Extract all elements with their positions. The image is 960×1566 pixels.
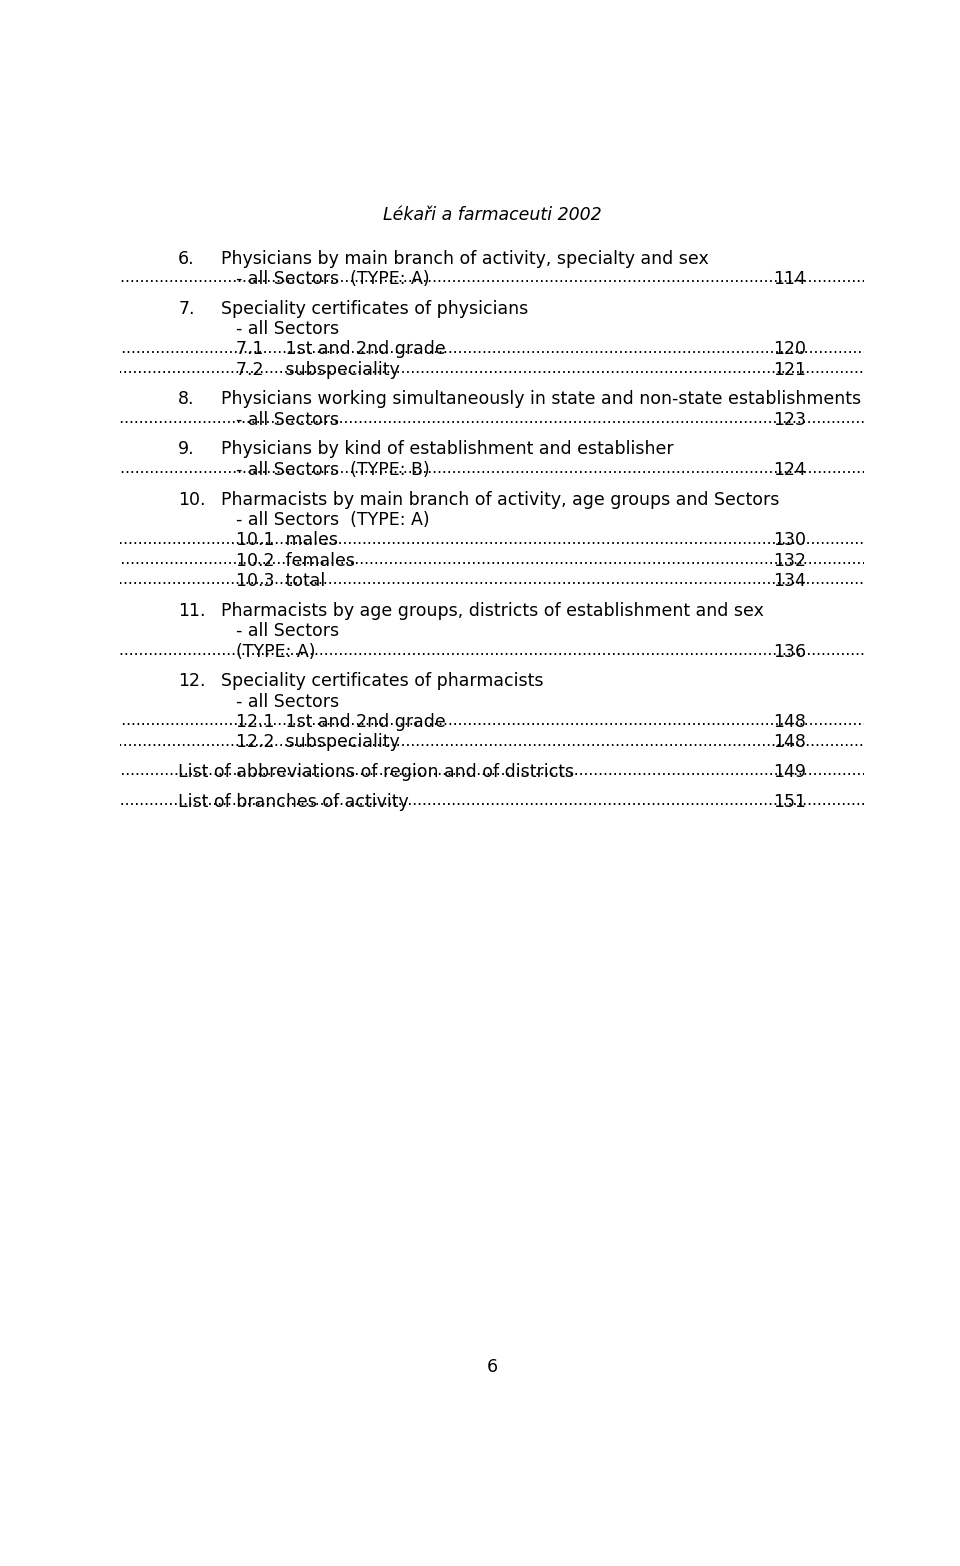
Text: 11.: 11.: [179, 601, 205, 620]
Text: (TYPE: A): (TYPE: A): [236, 642, 316, 661]
Text: Physicians working simultaneously in state and non-state establishments: Physicians working simultaneously in sta…: [221, 390, 861, 409]
Text: List of branches of activity: List of branches of activity: [179, 792, 409, 811]
Text: 114: 114: [773, 269, 805, 288]
Text: ................................................................................: ........................................…: [0, 269, 960, 285]
Text: 12.2  subspeciality: 12.2 subspeciality: [236, 733, 400, 752]
Text: 12.1  1st and 2nd grade: 12.1 1st and 2nd grade: [236, 713, 446, 731]
Text: 7.2    subspeciality: 7.2 subspeciality: [236, 360, 400, 379]
Text: Pharmacists by main branch of activity, age groups and Sectors: Pharmacists by main branch of activity, …: [221, 490, 780, 509]
Text: ................................................................................: ........................................…: [0, 460, 960, 476]
Text: ................................................................................: ........................................…: [0, 572, 960, 587]
Text: 120: 120: [773, 340, 805, 359]
Text: ................................................................................: ........................................…: [0, 410, 960, 426]
Text: 12.: 12.: [179, 672, 205, 691]
Text: ................................................................................: ........................................…: [0, 763, 960, 778]
Text: Speciality certificates of physicians: Speciality certificates of physicians: [221, 299, 528, 318]
Text: 136: 136: [773, 642, 805, 661]
Text: 123: 123: [773, 410, 805, 429]
Text: 8.: 8.: [179, 390, 195, 409]
Text: 10.2  females: 10.2 females: [236, 551, 355, 570]
Text: ................................................................................: ........................................…: [0, 340, 960, 355]
Text: 9.: 9.: [179, 440, 195, 459]
Text: 10.1  males: 10.1 males: [236, 531, 338, 550]
Text: List of abbreviations of region and of districts: List of abbreviations of region and of d…: [179, 763, 574, 781]
Text: ................................................................................: ........................................…: [0, 551, 960, 567]
Text: ................................................................................: ........................................…: [0, 642, 960, 658]
Text: ................................................................................: ........................................…: [0, 733, 960, 749]
Text: 149: 149: [773, 763, 805, 781]
Text: 121: 121: [773, 360, 805, 379]
Text: Physicians by main branch of activity, specialty and sex: Physicians by main branch of activity, s…: [221, 249, 708, 268]
Text: ................................................................................: ........................................…: [0, 792, 960, 808]
Text: 7.: 7.: [179, 299, 195, 318]
Text: 10.3  total: 10.3 total: [236, 572, 325, 590]
Text: 148: 148: [773, 733, 805, 752]
Text: 7.1    1st and 2nd grade: 7.1 1st and 2nd grade: [236, 340, 446, 359]
Text: 132: 132: [773, 551, 805, 570]
Text: - all Sectors: - all Sectors: [236, 319, 340, 338]
Text: 6: 6: [487, 1358, 497, 1377]
Text: - all Sectors: - all Sectors: [236, 410, 340, 429]
Text: 10.: 10.: [179, 490, 205, 509]
Text: Pharmacists by age groups, districts of establishment and sex: Pharmacists by age groups, districts of …: [221, 601, 763, 620]
Text: - all Sectors  (TYPE: B): - all Sectors (TYPE: B): [236, 460, 430, 479]
Text: - all Sectors: - all Sectors: [236, 692, 340, 711]
Text: 134: 134: [773, 572, 805, 590]
Text: ................................................................................: ........................................…: [0, 531, 960, 547]
Text: 124: 124: [773, 460, 805, 479]
Text: ................................................................................: ........................................…: [0, 713, 960, 728]
Text: Lékaři a farmaceuti 2002: Lékaři a farmaceuti 2002: [383, 205, 601, 224]
Text: - all Sectors: - all Sectors: [236, 622, 340, 640]
Text: 151: 151: [773, 792, 805, 811]
Text: - all Sectors  (TYPE: A): - all Sectors (TYPE: A): [236, 511, 430, 529]
Text: 6.: 6.: [179, 249, 195, 268]
Text: ................................................................................: ........................................…: [0, 362, 960, 376]
Text: Speciality certificates of pharmacists: Speciality certificates of pharmacists: [221, 672, 543, 691]
Text: 130: 130: [773, 531, 805, 550]
Text: 148: 148: [773, 713, 805, 731]
Text: Physicians by kind of establishment and establisher: Physicians by kind of establishment and …: [221, 440, 673, 459]
Text: - all Sectors  (TYPE: A): - all Sectors (TYPE: A): [236, 269, 430, 288]
